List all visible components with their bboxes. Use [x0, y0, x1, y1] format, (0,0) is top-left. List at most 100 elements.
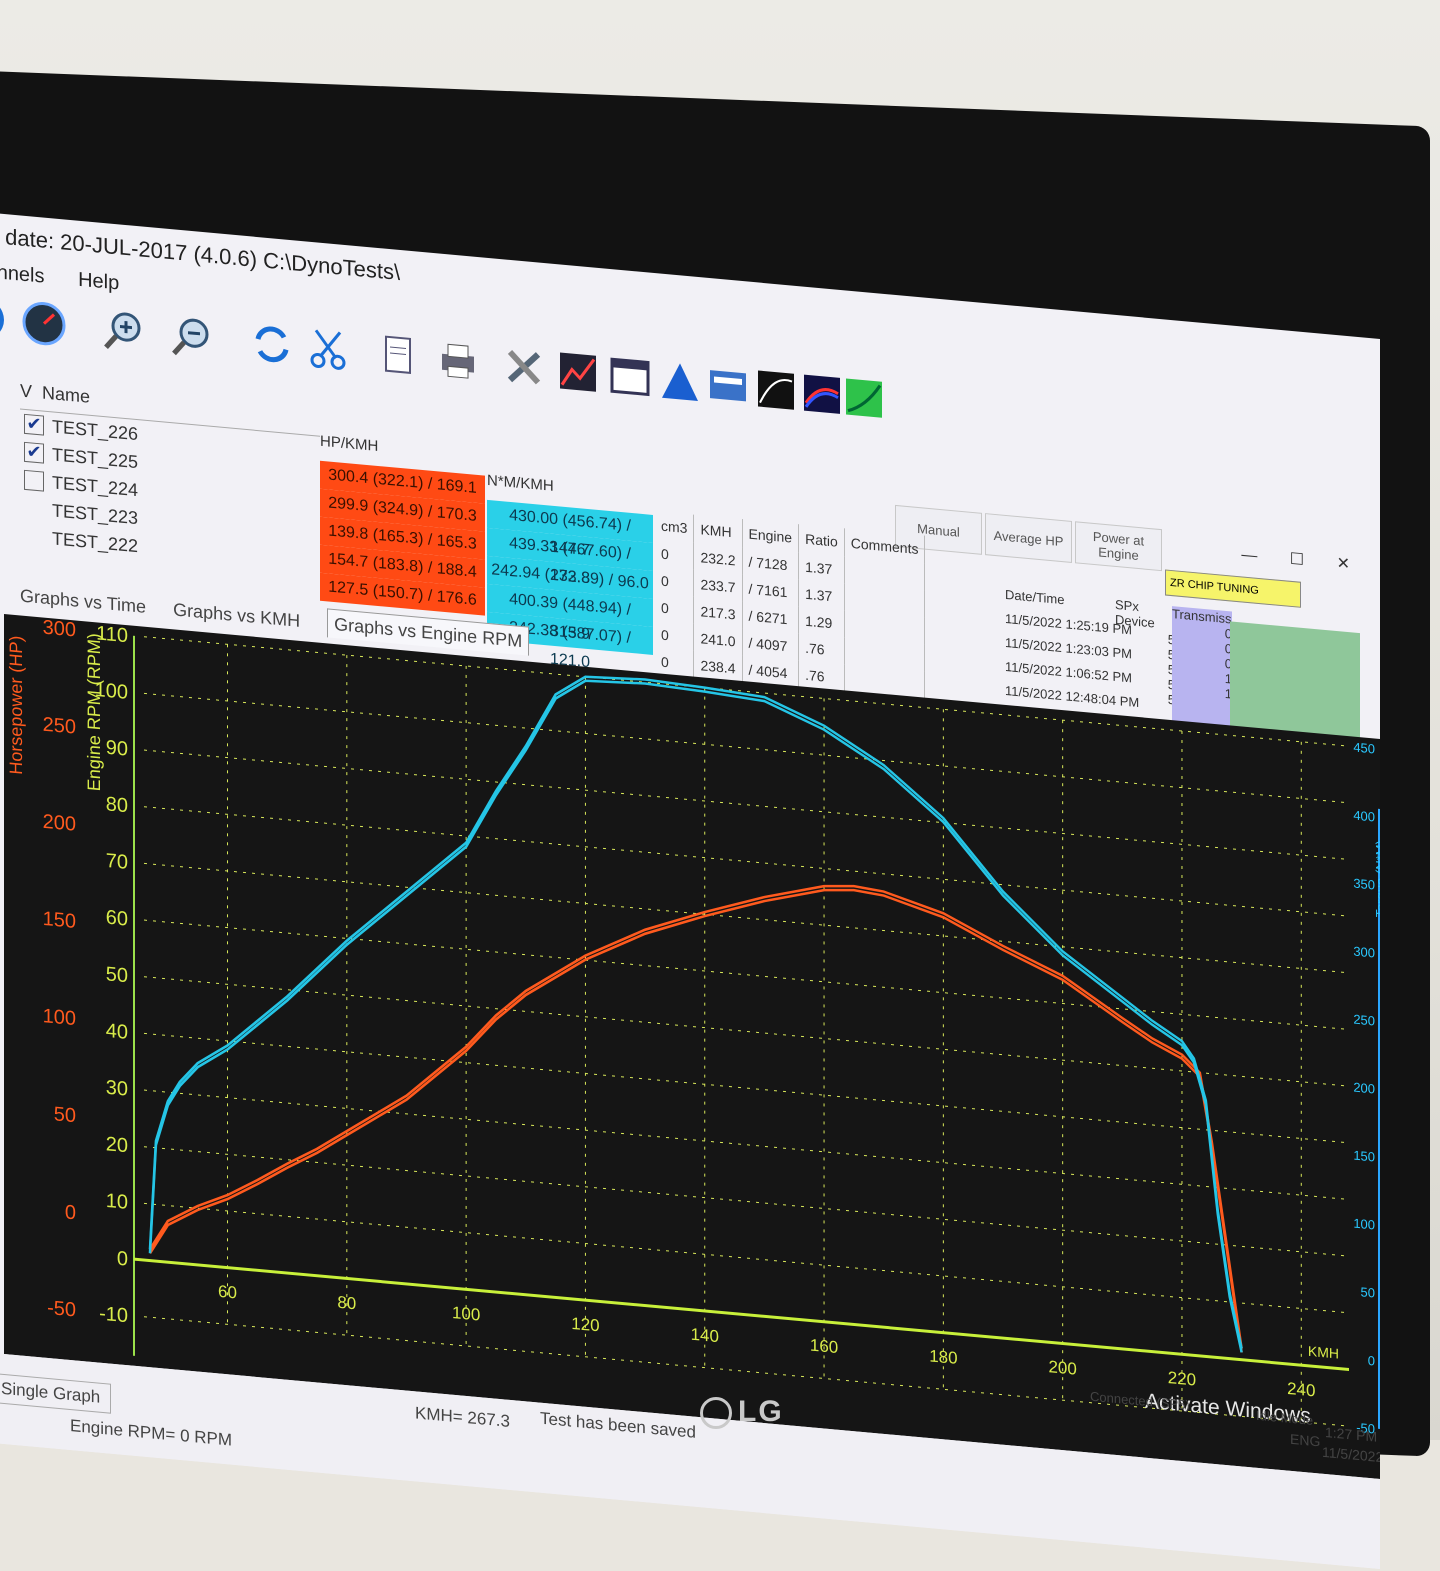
rpm-tick-label: 50: [106, 963, 128, 987]
print-icon[interactable]: [434, 333, 482, 389]
rpm-tick-label: 40: [106, 1020, 128, 1044]
x-tick-label: 80: [337, 1293, 356, 1314]
series-line-2: [148, 679, 1243, 1353]
grid-line-h: [144, 1146, 1349, 1257]
x-tick-label: 120: [571, 1314, 599, 1336]
menu-bar: Channels Help: [0, 258, 147, 298]
graph-icon[interactable]: [554, 344, 602, 400]
window-controls: — ☐ ✕: [1213, 542, 1350, 574]
x-tick-label: 240: [1287, 1379, 1315, 1401]
torque-tick-label: 300: [1353, 944, 1375, 961]
hp-tick-label: 100: [43, 1005, 76, 1030]
test-details-table: cm3 KMH Engine Ratio Comments 0 232.2/ 71…: [655, 511, 925, 699]
app-window: Ver date: 20-JUL-2017 (4.0.6) C:\DynoTes…: [0, 210, 1380, 1569]
torque-tick-label: 400: [1353, 808, 1375, 825]
grid-line-h: [144, 1316, 1349, 1427]
hp-tick-label: 250: [43, 714, 76, 739]
test-checkbox[interactable]: ✔: [24, 413, 44, 436]
rpm-tick-label: 100: [95, 679, 128, 704]
hp-tick-label: -50: [47, 1297, 76, 1322]
torque-tick-label: 450: [1353, 740, 1375, 757]
toolbar: [0, 290, 960, 451]
torque-tick-label: 250: [1353, 1012, 1375, 1029]
rpm-tick-label: 80: [106, 793, 128, 817]
play-icon[interactable]: [0, 290, 8, 346]
test-checkbox[interactable]: [24, 469, 44, 492]
grid-line-h: [144, 1089, 1349, 1200]
test-checkbox[interactable]: [24, 498, 44, 520]
grid-line-h: [144, 692, 1349, 804]
grid-line-h: [144, 749, 1349, 860]
rpm-tick-label: 30: [106, 1077, 128, 1101]
x-tick-label: 140: [691, 1325, 719, 1347]
window-icon[interactable]: [606, 349, 654, 405]
power-at-engine-button[interactable]: Power at Engine: [1075, 521, 1162, 572]
kmh-readout: KMH= 267.3: [415, 1403, 510, 1431]
tests-list: V Name ✔ TEST_226 ✔ TEST_225 TEST_224 TEST…: [20, 380, 320, 576]
rpm-tick-label: 110: [96, 622, 128, 647]
grid-line-h: [144, 1032, 1349, 1144]
single-graph-button[interactable]: Single Graph: [0, 1372, 112, 1414]
x-axis-label: KMH: [1308, 1343, 1339, 1362]
torque-tick-label: -50: [1356, 1420, 1375, 1437]
menu-help[interactable]: Help: [78, 268, 120, 295]
engine-rpm-readout: Engine RPM= 0 RPM: [70, 1415, 233, 1450]
x-tick-label: 160: [810, 1336, 838, 1358]
grid-line-h: [144, 1202, 1349, 1314]
maximize-icon[interactable]: ☐: [1289, 550, 1305, 570]
series-line-1: [148, 884, 1243, 1349]
brand-logo: LG: [700, 1395, 784, 1430]
monitor: Ver date: 20-JUL-2017 (4.0.6) C:\DynoTes…: [0, 70, 1430, 1569]
average-hp-button[interactable]: Average HP: [985, 513, 1072, 563]
col-cm3: cm3: [655, 511, 694, 543]
hp-axis-label: Horsepower (HP): [6, 635, 26, 776]
curve-green-icon[interactable]: [840, 370, 888, 426]
hp-tick-label: 0: [65, 1201, 76, 1224]
profile-select[interactable]: ZR CHIP TUNING: [1165, 569, 1301, 608]
refresh-icon[interactable]: [248, 316, 296, 372]
x-tick-label: 220: [1168, 1368, 1196, 1390]
col-ratio: Ratio: [798, 524, 845, 557]
rpm-tick-label: 90: [106, 737, 128, 761]
gauge-icon[interactable]: [20, 295, 68, 351]
x-tick-label: 100: [452, 1303, 480, 1325]
zoom-out-icon[interactable]: [168, 309, 216, 365]
menu-channels[interactable]: Channels: [0, 258, 45, 288]
grid-line-h: [144, 806, 1349, 917]
layout-icon[interactable]: [704, 358, 752, 414]
spx-column: SPx Device 5 5 5 5 5: [1115, 596, 1175, 707]
tools-icon[interactable]: [500, 339, 548, 395]
document-icon[interactable]: [374, 328, 422, 384]
language-indicator[interactable]: ENG: [1290, 1430, 1321, 1450]
torque-tick-label: 50: [1361, 1284, 1375, 1300]
rpm-tick-label: -10: [99, 1303, 128, 1328]
hp-tick-label: 300: [43, 617, 76, 642]
series-line-1: [148, 888, 1243, 1353]
curve-compare-icon[interactable]: [798, 366, 846, 422]
triangle-icon[interactable]: [656, 353, 704, 409]
chart-svg: 300250200150100500-501101009080706050403…: [6, 617, 1380, 1437]
grid-line-h: [144, 636, 1349, 747]
torque-tick-label: 100: [1353, 1216, 1375, 1233]
hp-tick-label: 200: [43, 811, 76, 836]
tab-graphs-vs-kmh[interactable]: Graphs vs KMH: [173, 599, 301, 631]
torque-axis-label: Torque (N*M): [1373, 840, 1380, 919]
cut-icon[interactable]: [304, 321, 352, 377]
torque-tick-label: 0: [1368, 1353, 1375, 1369]
grid-line-h: [144, 919, 1349, 1030]
curve-icon[interactable]: [752, 362, 800, 418]
tab-graphs-vs-time[interactable]: Graphs vs Time: [20, 585, 147, 617]
test-checkbox[interactable]: [24, 526, 44, 548]
rpm-tick-label: 0: [117, 1248, 128, 1271]
rpm-tick-label: 20: [106, 1133, 128, 1157]
minimize-icon[interactable]: —: [1241, 546, 1258, 565]
close-icon[interactable]: ✕: [1336, 555, 1350, 574]
zoom-in-icon[interactable]: [100, 303, 148, 359]
x-tick-label: 180: [929, 1346, 957, 1368]
grid-line-h: [144, 976, 1349, 1087]
col-kmh: KMH: [693, 514, 742, 548]
hp-tick-label: 150: [43, 908, 76, 933]
test-checkbox[interactable]: ✔: [24, 441, 44, 464]
rpm-tick-label: 70: [106, 850, 128, 874]
series-line-2: [148, 675, 1243, 1349]
